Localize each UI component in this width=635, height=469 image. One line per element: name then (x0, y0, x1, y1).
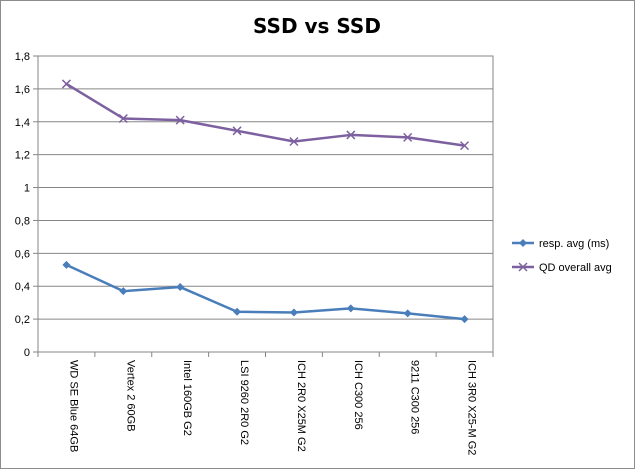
y-tick-label: 0,6 (15, 248, 30, 260)
y-tick-label: 1,4 (15, 117, 30, 129)
data-point (289, 308, 298, 317)
series-line (65, 263, 465, 321)
x-tick-label: ICH 2R0 X25M G2 (295, 360, 307, 452)
legend-label: resp. avg (ms) (539, 238, 609, 250)
data-point (118, 113, 128, 124)
series-2 (61, 79, 470, 151)
y-tick-label: 0,2 (15, 314, 30, 326)
data-point (460, 315, 469, 324)
y-tick-label: 1,2 (15, 150, 30, 162)
series-layer (61, 79, 470, 324)
data-point (460, 141, 470, 151)
data-point (346, 304, 355, 313)
x-tick-label: ICH C300 256 (352, 360, 364, 430)
data-point (233, 307, 242, 316)
x-tick-label: LSI 9260 2R0 G2 (238, 360, 250, 445)
x-tick-label: WD SE Blue 64GB (67, 360, 79, 452)
x-tick-label: Intel 160GB G2 (181, 360, 193, 436)
legend-item: resp. avg (ms) (512, 238, 609, 250)
series-line (65, 82, 465, 147)
data-point (403, 132, 413, 142)
y-tick-label: 0,4 (15, 281, 30, 293)
y-tick-label: 0 (24, 347, 30, 359)
x-axis: WD SE Blue 64GB Vertex 2 60GB Intel 160GB … (37, 352, 494, 455)
x-tick-label: ICH 3R0 X25-M G2 (466, 360, 478, 455)
legend-marker (518, 262, 528, 272)
data-point (232, 126, 242, 136)
data-point (176, 283, 185, 292)
data-point (289, 136, 299, 147)
y-tick-label: 0,8 (15, 215, 30, 227)
y-tick-label: 1,8 (15, 51, 30, 63)
plot-area (37, 55, 494, 353)
legend-label: QD overall avg (539, 262, 612, 274)
data-point (403, 309, 412, 318)
data-point (61, 79, 71, 89)
data-point (346, 130, 356, 140)
x-tick-label: Vertex 2 60GB (124, 360, 136, 432)
data-point (62, 260, 71, 269)
data-point (119, 287, 128, 296)
x-tick-label: 9211 C300 256 (409, 360, 421, 434)
gridlines (38, 55, 493, 320)
y-axis: 0 0,2 0,4 0,6 0,8 1 1,2 1,4 1,6 1,8 (15, 51, 38, 359)
legend-item: QD overall avg (512, 262, 612, 274)
chart-title: SSD vs SSD (253, 14, 381, 38)
series-1 (62, 260, 469, 324)
y-tick-label: 1 (24, 183, 30, 195)
y-tick-label: 1,6 (15, 84, 30, 96)
legend: resp. avg (ms) QD overall avg (512, 238, 612, 274)
data-point (175, 115, 185, 125)
legend-marker (519, 239, 527, 247)
